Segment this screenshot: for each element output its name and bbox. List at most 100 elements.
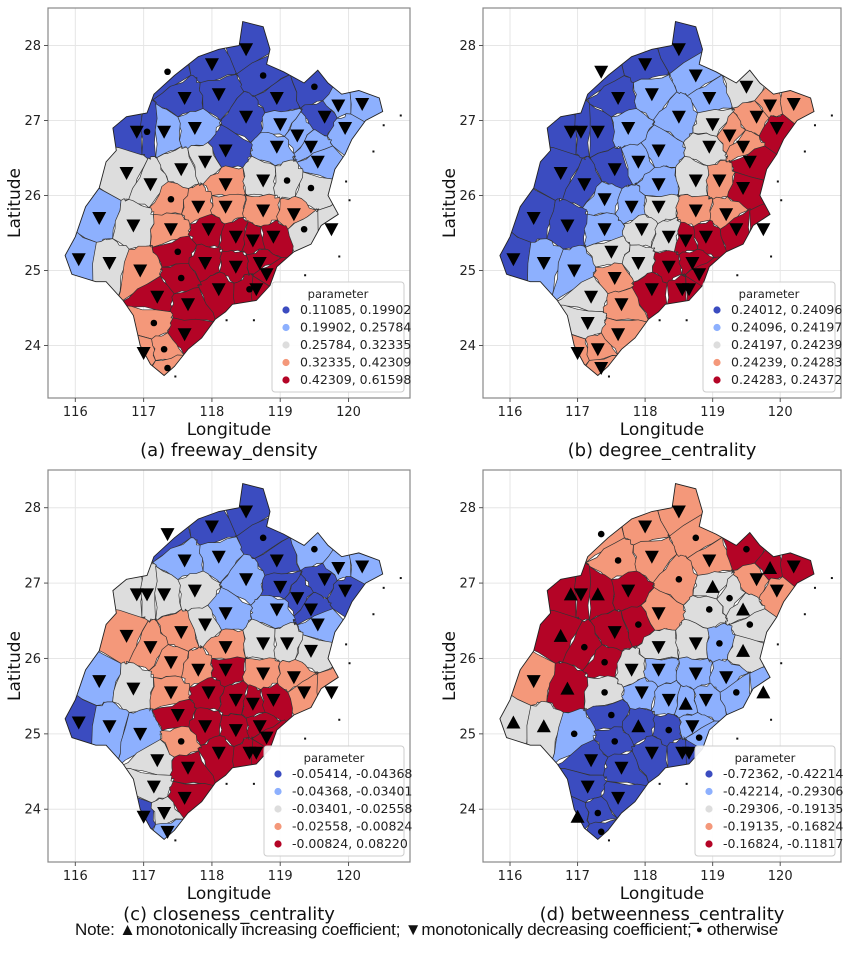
legend-box (271, 281, 405, 393)
y-axis-label: Latitude (5, 631, 25, 701)
y-tick-label: 25 (459, 264, 476, 279)
triangle-down-marker (204, 520, 219, 534)
subplot-caption: (c) closeness_centrality (123, 904, 335, 925)
legend-entry: 0.32335, 0.42309 (300, 355, 411, 370)
triangle-down-marker (651, 663, 666, 677)
legend-title: parameter (304, 751, 365, 765)
island-speck (252, 319, 255, 322)
triangle-down-marker (266, 230, 281, 244)
dot-marker (307, 184, 315, 192)
triangle-down-marker (631, 155, 646, 169)
triangle-down-marker (604, 245, 619, 259)
triangle-down-marker (163, 656, 178, 670)
y-tick-label: 25 (459, 727, 476, 742)
x-tick-label: 117 (131, 869, 156, 884)
dot-marker (143, 128, 151, 136)
triangle-down-marker (769, 584, 784, 598)
triangle-down-marker (92, 675, 107, 689)
triangle-down-marker (355, 98, 370, 111)
triangle-down-marker (607, 626, 622, 640)
island-speck (338, 718, 341, 721)
island-speck (770, 255, 773, 258)
triangle-down-marker (249, 283, 264, 297)
y-tick-label: 26 (24, 189, 41, 204)
triangle-down-marker (239, 110, 254, 124)
triangle-down-marker (133, 264, 148, 278)
dot-marker (164, 364, 171, 372)
triangle-down-marker (102, 720, 117, 734)
triangle-down-marker (177, 791, 192, 805)
triangle-down-marker (614, 298, 629, 312)
dot-marker (611, 738, 619, 745)
triangle-down-marker (136, 347, 151, 360)
triangle-down-marker (310, 618, 325, 632)
triangle-down-marker (150, 754, 165, 768)
triangle-down-marker (698, 230, 713, 244)
island-speck (372, 150, 375, 153)
dot-marker (283, 177, 291, 184)
legend-swatch (705, 822, 713, 831)
triangle-down-marker (661, 260, 676, 274)
island-speck (685, 319, 688, 322)
triangle-down-marker (678, 234, 693, 248)
x-tick-label: 117 (131, 405, 156, 420)
triangle-down-marker (644, 88, 659, 102)
dot-marker (601, 658, 608, 666)
island-speck (776, 643, 779, 646)
triangle-down-marker (705, 118, 720, 132)
island-speck (830, 114, 833, 117)
island-speck (252, 782, 255, 785)
legend-entry: -0.02558, -0.00824 (292, 819, 412, 834)
note-increasing: monotonically increasing coefficient; (135, 920, 405, 939)
triangle-down-marker (187, 584, 202, 598)
axes-frame (47, 469, 411, 863)
legend-title: parameter (739, 287, 800, 301)
x-tick-label: 118 (200, 405, 225, 420)
triangle-down-marker (661, 230, 676, 244)
triangle-down-marker (273, 118, 288, 132)
triangle-down-marker (136, 810, 151, 824)
x-tick-label: 116 (63, 869, 88, 884)
triangle-down-marker (187, 122, 202, 135)
x-tick-label: 116 (498, 405, 523, 420)
triangle-down-marker (140, 588, 155, 602)
y-axis-label: Latitude (5, 168, 25, 238)
map-d: 116 117 118 119 120 24 25 26 27 28 Longitude Latitu… (440, 469, 843, 925)
triangle-down-marker (702, 140, 717, 154)
triangle-down-marker (553, 167, 568, 180)
island-speck (348, 199, 351, 202)
triangle-down-marker (201, 686, 216, 700)
triangle-down-marker (651, 607, 666, 621)
triangle-down-marker (719, 671, 734, 685)
island-speck (304, 274, 307, 277)
legend-swatch (713, 358, 721, 367)
triangle-down-marker (249, 746, 264, 760)
y-tick-label: 28 (24, 39, 41, 54)
legend-entry: -0.16824, -0.11817 (723, 836, 843, 851)
triangle-down-marker (736, 140, 751, 154)
island-speck (780, 199, 783, 202)
subplot-b: 116 117 118 119 120 24 25 26 27 28 Longitude Latitu… (435, 0, 853, 466)
triangle-down-marker (331, 562, 346, 575)
legend-entry: -0.00824, 0.08220 (292, 836, 408, 851)
dot-marker (608, 711, 615, 719)
triangle-down-marker (324, 223, 339, 237)
y-tick-label: 25 (24, 727, 41, 742)
triangle-up-marker (590, 587, 605, 601)
triangle-down-marker (228, 693, 243, 707)
triangle-down-marker (736, 182, 751, 195)
triangle-up-marker (763, 561, 778, 574)
dot-marker (177, 738, 185, 745)
triangle-up-marker (506, 715, 521, 729)
county-region (611, 108, 656, 149)
triangle-down-marker (245, 697, 260, 711)
legend-entry: 0.25784, 0.32335 (300, 337, 411, 352)
y-tick-label: 27 (459, 114, 476, 129)
axes-frame (482, 469, 842, 863)
island-speck (803, 150, 806, 153)
dot-marker (164, 68, 171, 76)
legend-swatch (282, 358, 290, 367)
legend-entry: 0.24012, 0.24096 (731, 302, 842, 317)
legend-entry: 0.11085, 0.19902 (300, 302, 411, 317)
triangle-up-marker (536, 719, 551, 733)
